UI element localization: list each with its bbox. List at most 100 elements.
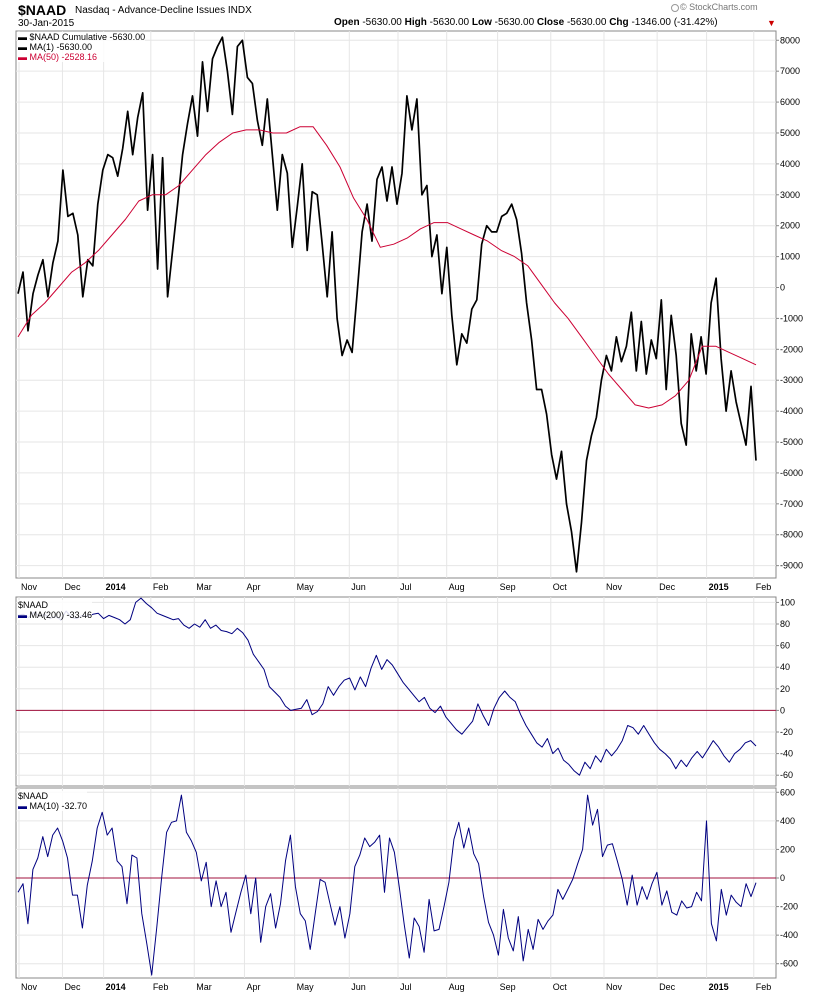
y-tick-label: 400 xyxy=(780,816,795,826)
x-tick-label: Nov xyxy=(21,582,38,592)
panel-frame xyxy=(15,787,777,979)
x-tick-label: Apr xyxy=(246,982,260,992)
x-tick-label: 2014 xyxy=(106,582,126,592)
chart-panel-1: 100 80 60 40 20 0 -20 -40 -60 xyxy=(15,596,795,787)
series-line-ma10 xyxy=(17,794,757,976)
legend-main: ▬ $NAAD Cumulative -5630.00 ▬ MA(1) -563… xyxy=(18,32,146,62)
x-tick-label: Jul xyxy=(400,982,412,992)
x-tick-label: Dec xyxy=(659,982,676,992)
chart-symbol: $NAAD xyxy=(18,2,67,18)
y-tick-label: -5000 xyxy=(780,437,803,447)
y-tick-label: 0 xyxy=(780,873,785,883)
legend-ma200: $NAAD ▬ MA(200) -33.46 xyxy=(18,600,93,620)
x-tick-label: 2014 xyxy=(106,982,126,992)
y-tick-label: -20 xyxy=(780,727,793,737)
y-tick-label: -7000 xyxy=(780,499,803,509)
x-tick-label: Oct xyxy=(553,582,568,592)
close-label: Close xyxy=(536,17,565,28)
x-tick-label: Nov xyxy=(21,982,38,992)
y-tick-label: 200 xyxy=(780,844,795,854)
x-tick-label: May xyxy=(297,982,315,992)
y-tick-label: -60 xyxy=(780,770,793,780)
y-tick-label: 80 xyxy=(780,619,790,629)
x-tick-label: Apr xyxy=(246,582,260,592)
x-tick-label: 2015 xyxy=(709,582,729,592)
y-tick-label: 600 xyxy=(780,787,795,797)
legend-entry-ma50: ▬ MA(50) -2528.16 xyxy=(18,52,98,62)
y-tick-label: -6000 xyxy=(780,468,803,478)
y-tick-label: -4000 xyxy=(780,406,803,416)
ohlc-readout: Open -5630.00 High -5630.00 Low -5630.00… xyxy=(334,17,718,28)
panel-frame xyxy=(15,596,777,787)
y-tick-label: 100 xyxy=(780,597,795,607)
x-tick-label: Aug xyxy=(449,982,465,992)
y-tick-label: -200 xyxy=(780,902,798,912)
y-tick-label: -3000 xyxy=(780,375,803,385)
y-tick-label: -40 xyxy=(780,749,793,759)
x-tick-label: Nov xyxy=(606,582,623,592)
x-tick-label: Jun xyxy=(351,582,366,592)
y-tick-label: -1000 xyxy=(780,313,803,323)
x-tick-label: Mar xyxy=(196,582,212,592)
series-line-ma200 xyxy=(17,597,757,776)
series-line-ma50 xyxy=(17,126,757,409)
x-tick-label: May xyxy=(297,582,315,592)
y-tick-label: -2000 xyxy=(780,344,803,354)
series-line-ma1 xyxy=(17,36,757,573)
x-tick-label: Feb xyxy=(756,582,772,592)
legend-entry-symbol: $NAAD xyxy=(18,600,49,610)
y-tick-label: 60 xyxy=(780,641,790,651)
x-tick-label: Oct xyxy=(553,982,568,992)
chart-description: Nasdaq - Advance-Decline Issues INDX xyxy=(75,5,252,16)
x-tick-label: Sep xyxy=(500,982,516,992)
y-tick-label: 5000 xyxy=(780,128,800,138)
y-tick-label: 0 xyxy=(780,705,785,715)
chg-value: -1346.00 (-31.42%) xyxy=(631,17,718,28)
y-tick-label: 3000 xyxy=(780,190,800,200)
close-value: -5630.00 xyxy=(566,17,607,28)
x-tick-label: Mar xyxy=(196,982,212,992)
y-tick-label: 20 xyxy=(780,684,790,694)
brand-logo-icon xyxy=(671,4,679,12)
x-tick-label: Dec xyxy=(64,982,81,992)
y-tick-label: 8000 xyxy=(780,35,800,45)
low-value: -5630.00 xyxy=(494,17,535,28)
y-tick-label: 1000 xyxy=(780,252,800,262)
x-tick-label: 2015 xyxy=(709,982,729,992)
high-label: High xyxy=(404,17,427,28)
y-tick-label: 40 xyxy=(780,662,790,672)
chg-label: Chg xyxy=(609,17,629,28)
x-tick-label: Feb xyxy=(756,982,772,992)
brand-watermark: © StockCharts.com xyxy=(680,2,758,12)
y-tick-label: -9000 xyxy=(780,561,803,571)
y-tick-label: -600 xyxy=(780,959,798,969)
open-label: Open xyxy=(334,17,360,28)
x-tick-label: Feb xyxy=(153,982,169,992)
open-value: -5630.00 xyxy=(362,17,402,28)
x-tick-label: Dec xyxy=(659,582,676,592)
y-tick-label: 7000 xyxy=(780,66,800,76)
y-tick-label: -8000 xyxy=(780,530,803,540)
x-tick-label: Aug xyxy=(449,582,465,592)
x-tick-label: Jul xyxy=(400,582,412,592)
x-tick-label: Dec xyxy=(64,582,81,592)
chart-panel-2: 600 400 200 0 -200 -400 -600 Nov Dec 2014 Feb Mar Ap… xyxy=(15,787,798,992)
x-tick-label: Feb xyxy=(153,582,169,592)
x-tick-label: Nov xyxy=(606,982,623,992)
high-value: -5630.00 xyxy=(429,17,470,28)
x-tick-label: Sep xyxy=(500,582,516,592)
legend-entry-symbol: $NAAD xyxy=(18,791,49,801)
x-tick-label: Jun xyxy=(351,982,366,992)
y-tick-label: 6000 xyxy=(780,97,800,107)
legend-entry-cumulative: ▬ $NAAD Cumulative -5630.00 xyxy=(18,32,146,42)
legend-entry-ma1: ▬ MA(1) -5630.00 xyxy=(18,42,93,52)
y-tick-label: 2000 xyxy=(780,221,800,231)
legend-ma10: $NAAD ▬ MA(10) -32.70 xyxy=(18,791,88,811)
legend-entry-ma10: ▬ MA(10) -32.70 xyxy=(18,801,88,811)
y-tick-label: 4000 xyxy=(780,159,800,169)
legend-entry-ma200: ▬ MA(200) -33.46 xyxy=(18,610,93,620)
panel-frame xyxy=(15,30,777,579)
low-label: Low xyxy=(471,17,492,28)
y-tick-label: 0 xyxy=(780,283,785,293)
